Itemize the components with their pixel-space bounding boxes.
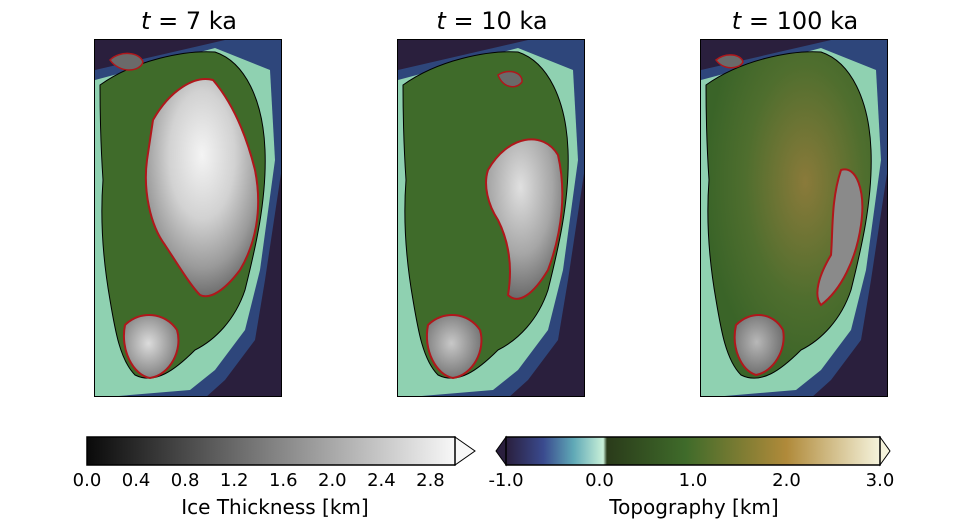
topo-tick-label: 1.0 [678,470,708,491]
topo-colorbar-fill [506,437,880,465]
time-value: 100 [776,7,823,35]
topography-colorbar [495,435,891,467]
ice-tick-label: 2.4 [367,470,396,491]
ice-thickness-label: Ice Thickness [km] [181,495,369,519]
ice-south [122,313,180,380]
panel-title-2: t = 10 ka [392,6,592,36]
ice-south [733,314,785,377]
ice-sheet [485,138,564,300]
time-variable: t [731,7,742,35]
ice-tick-label: 1.2 [219,470,249,491]
time-value: 10 [481,7,512,35]
panel-title-3: t = 100 ka [695,6,895,36]
time-unit: ka [830,7,859,35]
ice-north [497,70,523,88]
topo-tick-label: 2.0 [772,470,801,491]
ice-tick-label: 0.4 [121,470,151,491]
ice-thickness-colorbar [86,436,476,466]
ice-north [109,52,144,71]
topography-label: Topography [km] [609,495,779,519]
time-unit: ka [208,7,237,35]
ice-east [816,168,864,307]
topo-colorbar-extend-min [495,435,507,467]
land [402,51,569,379]
equals-sign: = [445,7,482,35]
ice-north [714,54,744,69]
ice-colorbar-fill [87,437,455,465]
equals-sign: = [741,7,777,35]
ice-tick-label: 2.8 [416,470,445,491]
time-value: 7 [185,7,202,35]
topo-colorbar-extend-max [879,435,891,467]
time-unit: ka [519,7,548,35]
ice-tick-label: 0.0 [72,470,102,491]
map-panel-100ka [700,39,888,397]
topo-colorbar-border [505,436,881,466]
ice-colorbar-border [86,436,456,466]
panel-title-1: t = 7 ka [89,6,289,36]
ice-tick-label: 1.6 [268,470,298,491]
equals-sign: = [150,7,186,35]
ice-tick-label: 2.0 [318,470,347,491]
ice-sheet [144,78,260,298]
topo-tick-label: 3.0 [865,470,895,491]
topo-tick-label: -1.0 [488,470,524,491]
ice-colorbar-extend-max [454,436,476,466]
time-variable: t [436,7,446,35]
ice-south [425,313,483,380]
map-panel-7ka [94,39,282,397]
topo-tick-label: 0.0 [585,470,614,491]
ice-tick-label: 0.8 [170,470,200,491]
time-variable: t [141,7,151,35]
map-panel-10ka [397,39,585,397]
